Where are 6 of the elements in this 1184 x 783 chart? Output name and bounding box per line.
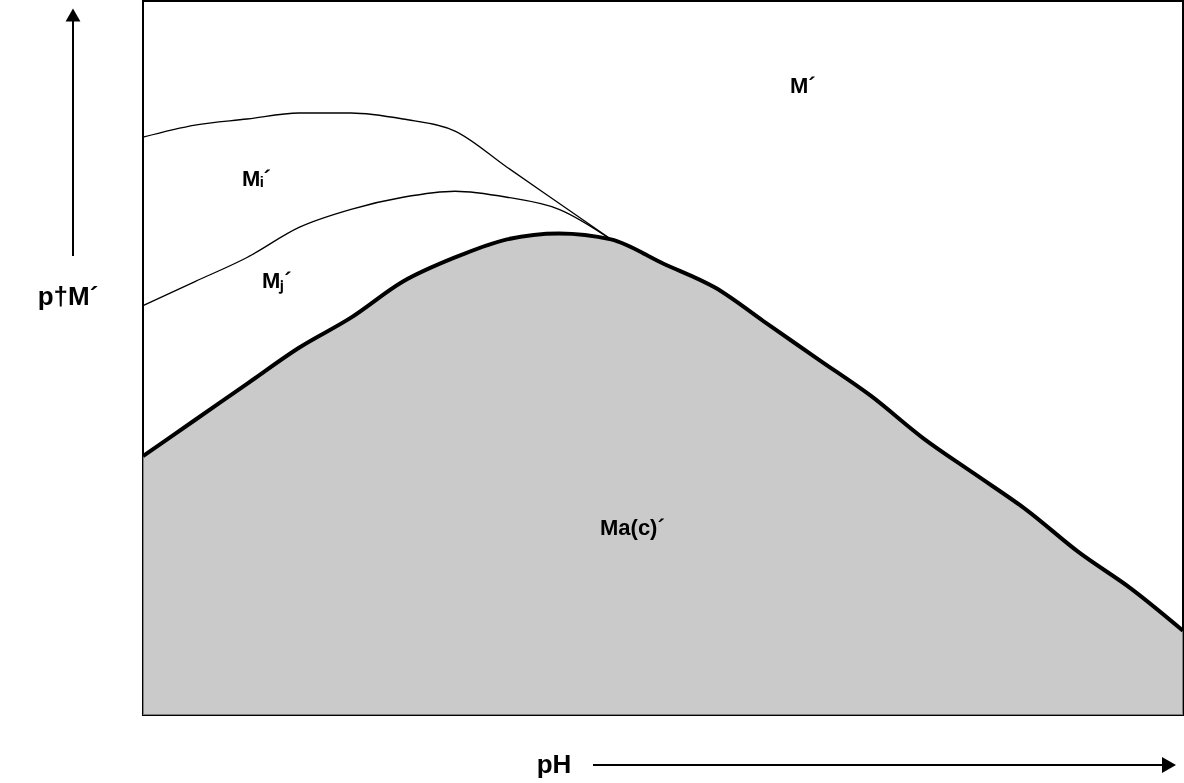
x-axis-title: pH (536, 749, 572, 779)
annotation: Mⱼ´ (262, 268, 292, 294)
annotation: Mᵢ´ (242, 166, 271, 191)
annotation: Ma(c)´ (600, 515, 665, 540)
text: M´ (790, 73, 816, 98)
y-axis-title: p†M´ (37, 281, 99, 311)
